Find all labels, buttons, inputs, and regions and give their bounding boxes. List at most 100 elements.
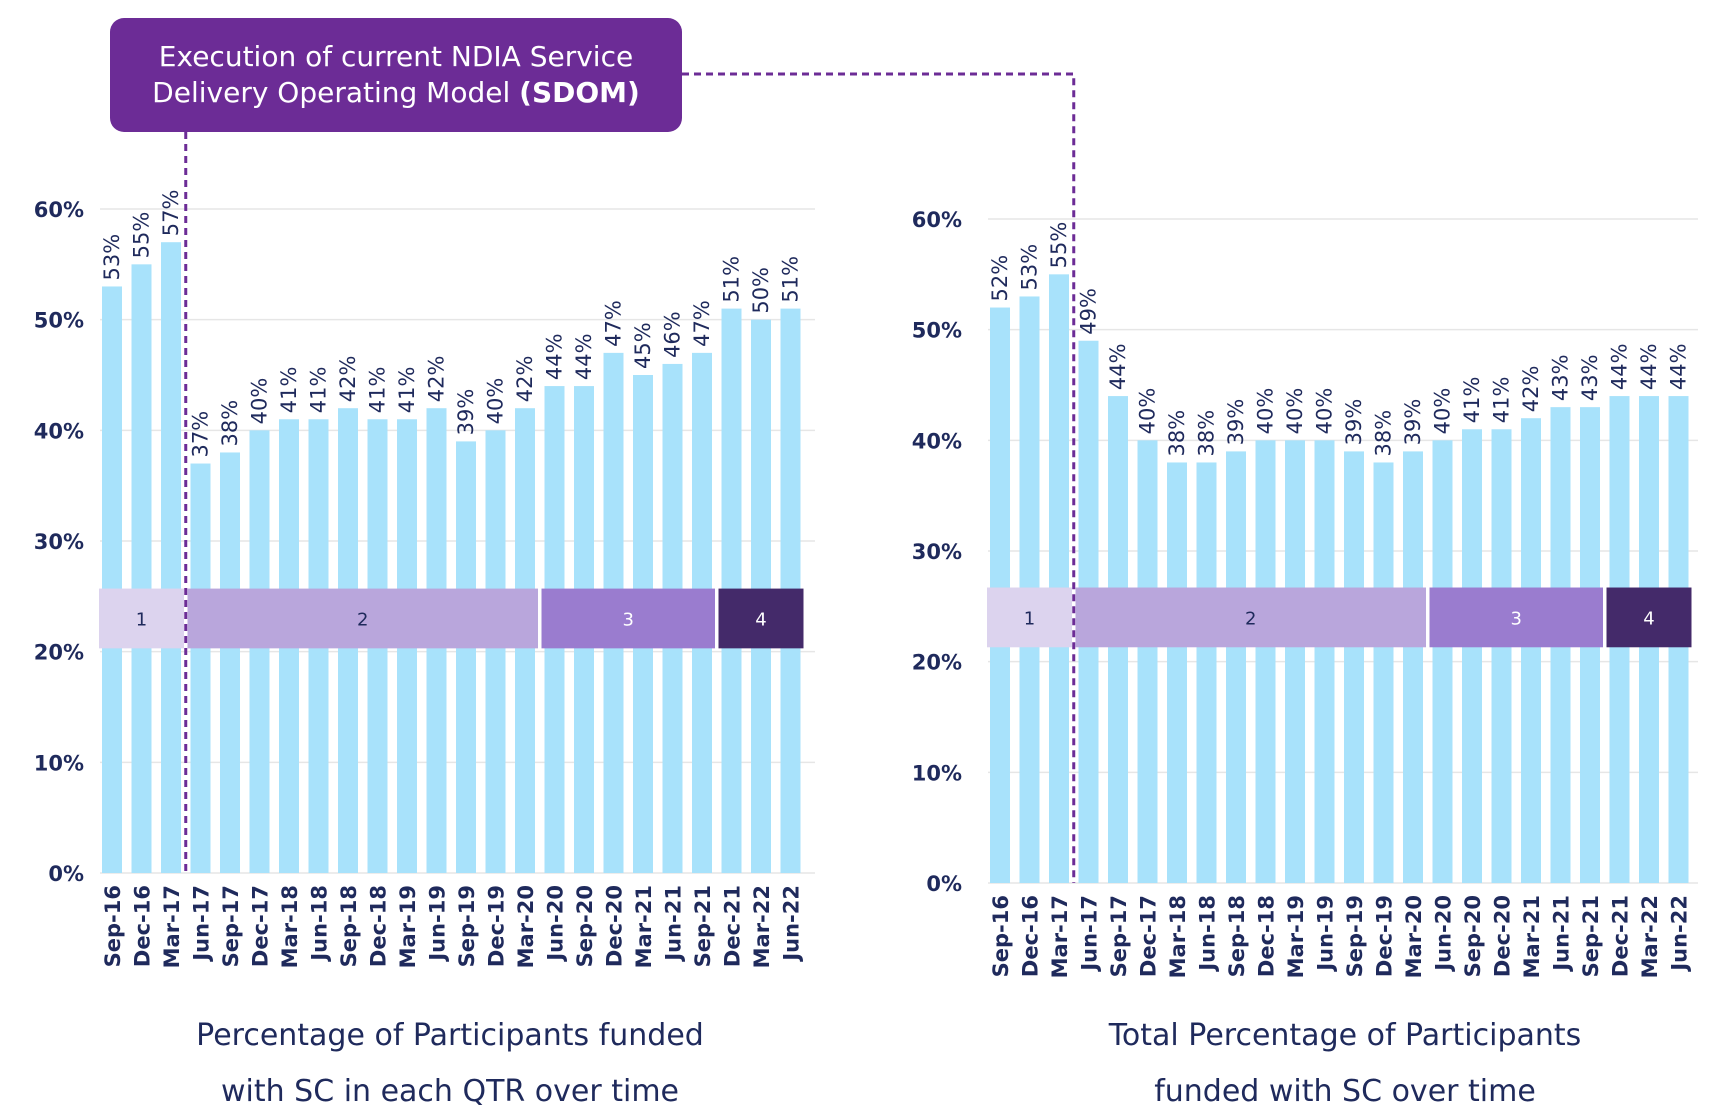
x-tick-label: Sep-17 xyxy=(219,885,243,967)
x-tick-label: Jun-18 xyxy=(1196,895,1220,973)
x-tick-label: Mar-21 xyxy=(1520,895,1544,978)
x-tick-label: Mar-19 xyxy=(396,885,420,968)
data-label: 47% xyxy=(602,300,626,347)
chart-left-title-line2: with SC in each QTR over time xyxy=(220,1074,679,1109)
x-tick-label: Sep-21 xyxy=(691,885,715,967)
callout-line2-bold: (SDOM) xyxy=(519,76,640,109)
bar xyxy=(131,264,152,873)
bar xyxy=(1432,440,1453,883)
y-tick-label: 50% xyxy=(34,309,84,333)
y-tick-label: 20% xyxy=(912,651,962,675)
data-label: 47% xyxy=(690,300,714,347)
chart-left-title: Percentage of Participants funded with S… xyxy=(110,1008,790,1120)
x-tick-label: Dec-16 xyxy=(131,885,155,967)
bar xyxy=(220,452,240,873)
data-label: 41% xyxy=(1460,377,1484,424)
phase-segment-3 xyxy=(541,588,715,649)
x-tick-label: Sep-19 xyxy=(455,885,479,967)
data-label: 40% xyxy=(1254,388,1278,435)
x-tick-label: Sep-18 xyxy=(1225,895,1249,977)
data-label: 38% xyxy=(1165,410,1189,457)
bar xyxy=(1255,440,1276,883)
callout-line2: Delivery Operating Model (SDOM) xyxy=(152,75,640,111)
x-tick-label: Dec-20 xyxy=(603,885,627,967)
data-label: 41% xyxy=(307,367,331,414)
callout-line2-text: Delivery Operating Model xyxy=(152,76,520,109)
phase-segment-4 xyxy=(1606,587,1692,648)
data-label: 51% xyxy=(779,256,803,303)
y-tick-label: 50% xyxy=(912,319,962,343)
sdom-dashed-connector xyxy=(184,72,1076,883)
data-label: 41% xyxy=(395,367,419,414)
data-label: 45% xyxy=(631,322,655,369)
data-label: 44% xyxy=(1637,343,1661,390)
phase-label: 1 xyxy=(136,609,147,630)
data-label: 55% xyxy=(130,212,154,259)
data-label: 39% xyxy=(454,389,478,436)
sdom-callout: Execution of current NDIA Service Delive… xyxy=(110,18,682,132)
x-tick-label: Mar-22 xyxy=(750,885,774,968)
phase-label: 3 xyxy=(1511,608,1522,629)
data-label: 40% xyxy=(1431,388,1455,435)
data-label: 39% xyxy=(1224,399,1248,446)
x-tick-label: Sep-16 xyxy=(989,895,1013,977)
data-label: 42% xyxy=(513,356,537,403)
data-label: 50% xyxy=(749,267,773,314)
phase-segment-3 xyxy=(1429,587,1603,648)
y-tick-label: 0% xyxy=(48,862,84,886)
bar xyxy=(249,430,270,873)
x-tick-label: Jun-18 xyxy=(308,885,332,963)
data-label: 42% xyxy=(1519,366,1543,413)
data-label: 53% xyxy=(100,234,124,281)
chart-left-title-line1: Percentage of Participants funded xyxy=(196,1018,704,1053)
chart-total-sc: 0%10%20%30%40%50%60%1 2 3 452% 53% 55%49%44%4… xyxy=(912,208,1698,978)
x-tick-label: Sep-20 xyxy=(573,885,597,967)
bar xyxy=(1462,429,1482,883)
x-tick-label: Jun-20 xyxy=(544,885,568,963)
phase-segment-2 xyxy=(187,588,538,649)
data-label: 40% xyxy=(1283,388,1307,435)
phase-label: 4 xyxy=(1643,608,1654,629)
x-tick-label: Dec-17 xyxy=(249,885,273,967)
y-tick-label: 30% xyxy=(34,530,84,554)
x-tick-label: Mar-21 xyxy=(632,885,656,968)
bar xyxy=(1521,418,1541,883)
y-tick-label: 20% xyxy=(34,641,84,665)
data-label: 39% xyxy=(1401,399,1425,446)
data-label: 44% xyxy=(1667,343,1691,390)
chart-right-title-line2: funded with SC over time xyxy=(1154,1074,1536,1109)
callout-line1: Execution of current NDIA Service xyxy=(158,40,634,73)
x-tick-label: Dec-16 xyxy=(1019,895,1043,977)
x-tick-label: Dec-21 xyxy=(1609,895,1633,977)
x-tick-label: Dec-19 xyxy=(1373,895,1397,977)
data-label: 55% xyxy=(1047,222,1071,269)
bar xyxy=(102,286,122,873)
data-label: 41% xyxy=(277,367,301,414)
data-label: 44% xyxy=(1608,343,1632,390)
data-label: 40% xyxy=(1136,388,1160,435)
x-tick-label: Dec-21 xyxy=(721,885,745,967)
y-tick-label: 0% xyxy=(926,872,962,896)
phase-label: 2 xyxy=(1245,608,1256,629)
x-tick-label: Dec-19 xyxy=(485,885,509,967)
phase-segment-1 xyxy=(987,587,1072,648)
data-label: 40% xyxy=(248,378,272,425)
bar xyxy=(1167,462,1187,883)
data-label: 37% xyxy=(189,411,213,458)
data-label: 53% xyxy=(1018,244,1042,291)
bar xyxy=(161,242,181,873)
phase-label: 4 xyxy=(755,609,766,630)
x-tick-label: Dec-17 xyxy=(1137,895,1161,977)
x-tick-label: Jun-17 xyxy=(190,885,214,963)
bar xyxy=(1344,451,1364,883)
x-tick-label: Sep-17 xyxy=(1107,895,1131,977)
data-label: 42% xyxy=(336,356,360,403)
chart-quarterly-sc: 0%10%20%30%40%50%60%1 2 3 453% 55% 57%37% 38% 4… xyxy=(34,190,815,968)
x-tick-label: Jun-19 xyxy=(1314,895,1338,973)
x-tick-label: Mar-18 xyxy=(1166,895,1190,978)
y-tick-label: 30% xyxy=(912,540,962,564)
y-tick-label: 10% xyxy=(34,751,84,775)
data-label: 38% xyxy=(218,400,242,447)
x-tick-label: Mar-18 xyxy=(278,885,302,968)
